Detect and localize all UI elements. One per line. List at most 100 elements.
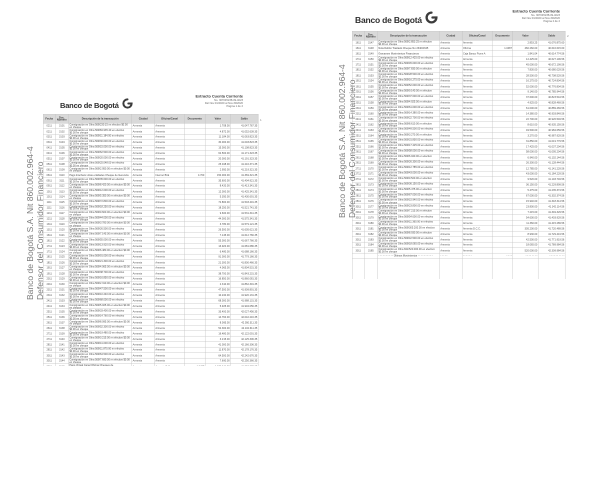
table-cell: 12.000.00 <box>204 188 231 195</box>
table-row: 2811 3176 Consignación en Ofna 569/15.940.… <box>352 198 566 205</box>
table-row: 1711 3123 Consignación en Ofna 569/13.920.… <box>43 243 259 249</box>
col-documento: Documento <box>491 31 513 41</box>
table-row: 2611 3169 Consignación en Ofna 569/26.300.… <box>352 160 566 166</box>
col-oficina-canal: Oficina/Canal <box>154 114 185 124</box>
statement-period: Del Nov.01/2020 al Nov.30/2020 <box>204 101 243 105</box>
table-cell: 0411 <box>43 150 56 157</box>
table-cell: 3011 <box>43 363 56 366</box>
col-saldo: Saldo <box>537 31 566 41</box>
statement-period: Del Nov.01/2020 al Nov.30/2020 <box>521 16 560 20</box>
table-cell: Armenia <box>154 319 185 326</box>
table-row: 0411 3105 Consignación en Ofna 569/15.000.… <box>43 144 259 151</box>
transactions-table-page1: Fecha Doc. Número Descripción de la tran… <box>43 114 259 366</box>
table-header: Fecha Doc. Número Descripción de la tran… <box>43 114 259 124</box>
table-row: 2311 3131 Consignación en Ofna 569/47.500.… <box>43 286 259 293</box>
table-cell: 3101 <box>54 122 69 129</box>
account-number: No. 307045238-09-4023 <box>214 98 243 102</box>
table-cell: 0211 <box>43 122 56 129</box>
table-cell: Consignación en Ofna 569/26.300.00 en ef… <box>377 160 440 166</box>
table-row: 2011 3157 Consignación en Ofna 569/37.600.… <box>352 94 566 101</box>
table-cell: 41.074.022.35 <box>230 363 259 366</box>
table-cell: 1.176.344.00 <box>204 363 231 366</box>
page-indicator: Página 1 de 2 <box>226 104 243 108</box>
table-cell: Consignación en Ofna 569/62.500.00 en ef… <box>68 150 132 157</box>
table-cell <box>184 150 206 157</box>
table-row: 30113145Pago Virtual Canal Oficina Chequ… <box>43 363 259 366</box>
table-row: 2511 3165 Consignación en Ofna 569/31.850.… <box>352 138 566 144</box>
table-cell <box>184 319 206 326</box>
statement-title-block: Extracto Cuenta Corriente No. 307045238-… <box>150 95 243 115</box>
margin-fine-print: Banco de Bogotá S.A. Nit 860.002.964-4 D… <box>25 146 180 319</box>
table-cell: 2611 <box>43 319 56 326</box>
margin-fine-print: Banco de Bogotá S.A. Nit 860.002.964-4 D… <box>337 64 492 237</box>
table-row: 0611 3110 Pago Interbanc otras entidades C… <box>43 172 259 178</box>
margin-note-line2: Defensor del Consumidor Financiero <box>346 79 357 218</box>
table-row: 1611 3148 Nota Débito Traslado Cheque No 2… <box>352 45 566 52</box>
table-cell <box>491 99 513 106</box>
table-row: 3011 3181 Consignación en Ofna 569/305.200… <box>352 225 566 232</box>
table-row: 3011 3182 Consignación en Ofna 569/8.930.0… <box>352 231 566 237</box>
table-cell: Armenia <box>131 363 155 366</box>
table-cell <box>491 247 513 254</box>
table-cell: 42.050.311.35 <box>230 319 259 326</box>
table-cell <box>363 258 378 279</box>
table-cell: 1.708.00 <box>204 122 231 129</box>
table-row: 0211 3101 Consignación en Ofna 569/230.15 … <box>43 122 259 129</box>
table-cell: 3113 <box>54 188 69 195</box>
table-cell: Armenia <box>154 150 185 157</box>
table-cell: Armenia <box>154 166 185 173</box>
table-cell: 6.480.00 <box>204 248 231 255</box>
col-ciudad: Ciudad <box>131 114 155 124</box>
table-row: 1811 3152 Consignación en Ofna 569/7.830.0… <box>352 67 566 73</box>
table-cell: Consignación en Ofna 569/8.095.00 en efe… <box>68 319 132 326</box>
table-cell: Consignación en Ofna 569/4.925.00 en efe… <box>377 99 440 106</box>
banco-de-bogota-logo-icon <box>425 11 438 29</box>
table-cell: Consignación en Ofna 569/22.700.00 en ef… <box>377 116 440 123</box>
bank-name: Banco de Bogotá <box>355 15 422 25</box>
table-cell <box>491 83 513 90</box>
page-indicator: Página 2 de 2 <box>543 19 560 23</box>
table-cell <box>184 122 206 129</box>
table-row: 2311 3158 Consignación en Ofna 569/4.925.0… <box>352 99 566 106</box>
bank-header: Banco de Bogotá <box>355 11 438 29</box>
table-row: 2011 3129 Consignación en Ofna 569/16.850.… <box>43 275 259 282</box>
account-number: No. 307045238-09-4023 <box>531 13 560 17</box>
col-valor: Valor <box>204 114 231 124</box>
col-doc-numero: Doc. Número <box>54 114 69 124</box>
table-cell: 3145 <box>54 363 69 366</box>
table-row: 1011 3114 Consignación en Ofna 569/5.350.0… <box>43 193 259 200</box>
table-row: 2511 3135 Consignación en Ofna 569/33.400.… <box>43 308 259 315</box>
table-row: 3011 3185 Consignación en Ofna 841/520.000… <box>352 247 566 254</box>
table-cell: 3106 <box>54 150 69 157</box>
table-cell: Consignación en Ofna 569/18.250.00 en ef… <box>68 204 132 211</box>
table-cell <box>184 166 206 173</box>
table-cell <box>491 231 513 237</box>
table-row: 1111 3116 Consignación en Ofna 569/18.250.… <box>43 204 259 211</box>
table-cell <box>491 258 513 279</box>
table-row: 2411 3161 Consignación en Ofna 569/22.700.… <box>352 116 566 123</box>
table-cell <box>491 116 513 123</box>
table-cell: 41.076.875.60 <box>537 39 566 46</box>
table-cell: Consignación en Ofna 841/520.000.00 en e… <box>377 247 440 254</box>
col-descripcion: Descripción de la transacción <box>377 31 440 41</box>
table-cell: 40.672.199.56 <box>537 61 566 68</box>
table-row: 2811 3142 Consignación en Ofna 569/11.870.… <box>43 347 259 353</box>
table-cell: 62.500.00 <box>204 150 231 157</box>
col-descripcion: Descripción de la transacción <box>68 114 132 124</box>
table-cell: 42.309.984.56 <box>537 247 566 254</box>
table-row: 1711 3151 Consignación en Ofna 569/45.000.… <box>352 61 566 68</box>
table-cell: 2.853.25 <box>512 39 539 46</box>
table-row: 1611 3121 Consignación en Ofna 569/7.145.0… <box>43 232 259 239</box>
table-body: 1611 3147 Consignación en Ofna 569/2.853.2… <box>352 39 566 279</box>
table-cell: 1011 <box>43 188 56 195</box>
table-cell: 8.095.00 <box>204 319 231 326</box>
statement-page-1: Banco de Bogotá Extracto Cuenta Corrient… <box>25 95 262 366</box>
table-cell: 520.000.00 <box>512 247 539 254</box>
col-ciudad: Ciudad <box>439 31 463 41</box>
table-cell: Consignación en Ofna 569/2.853.25 en efe… <box>377 39 440 46</box>
bank-name: Banco de Bogotá <box>60 100 119 110</box>
table-cell: 40.984.659.56 <box>537 127 566 134</box>
table-cell: 40.926.549.56 <box>537 116 566 123</box>
table-cell: Consignación en Ofna 569/47.500.00 en ef… <box>68 286 132 293</box>
transactions-table-page2: Fecha Doc. Número Descripción de la tran… <box>352 31 566 279</box>
